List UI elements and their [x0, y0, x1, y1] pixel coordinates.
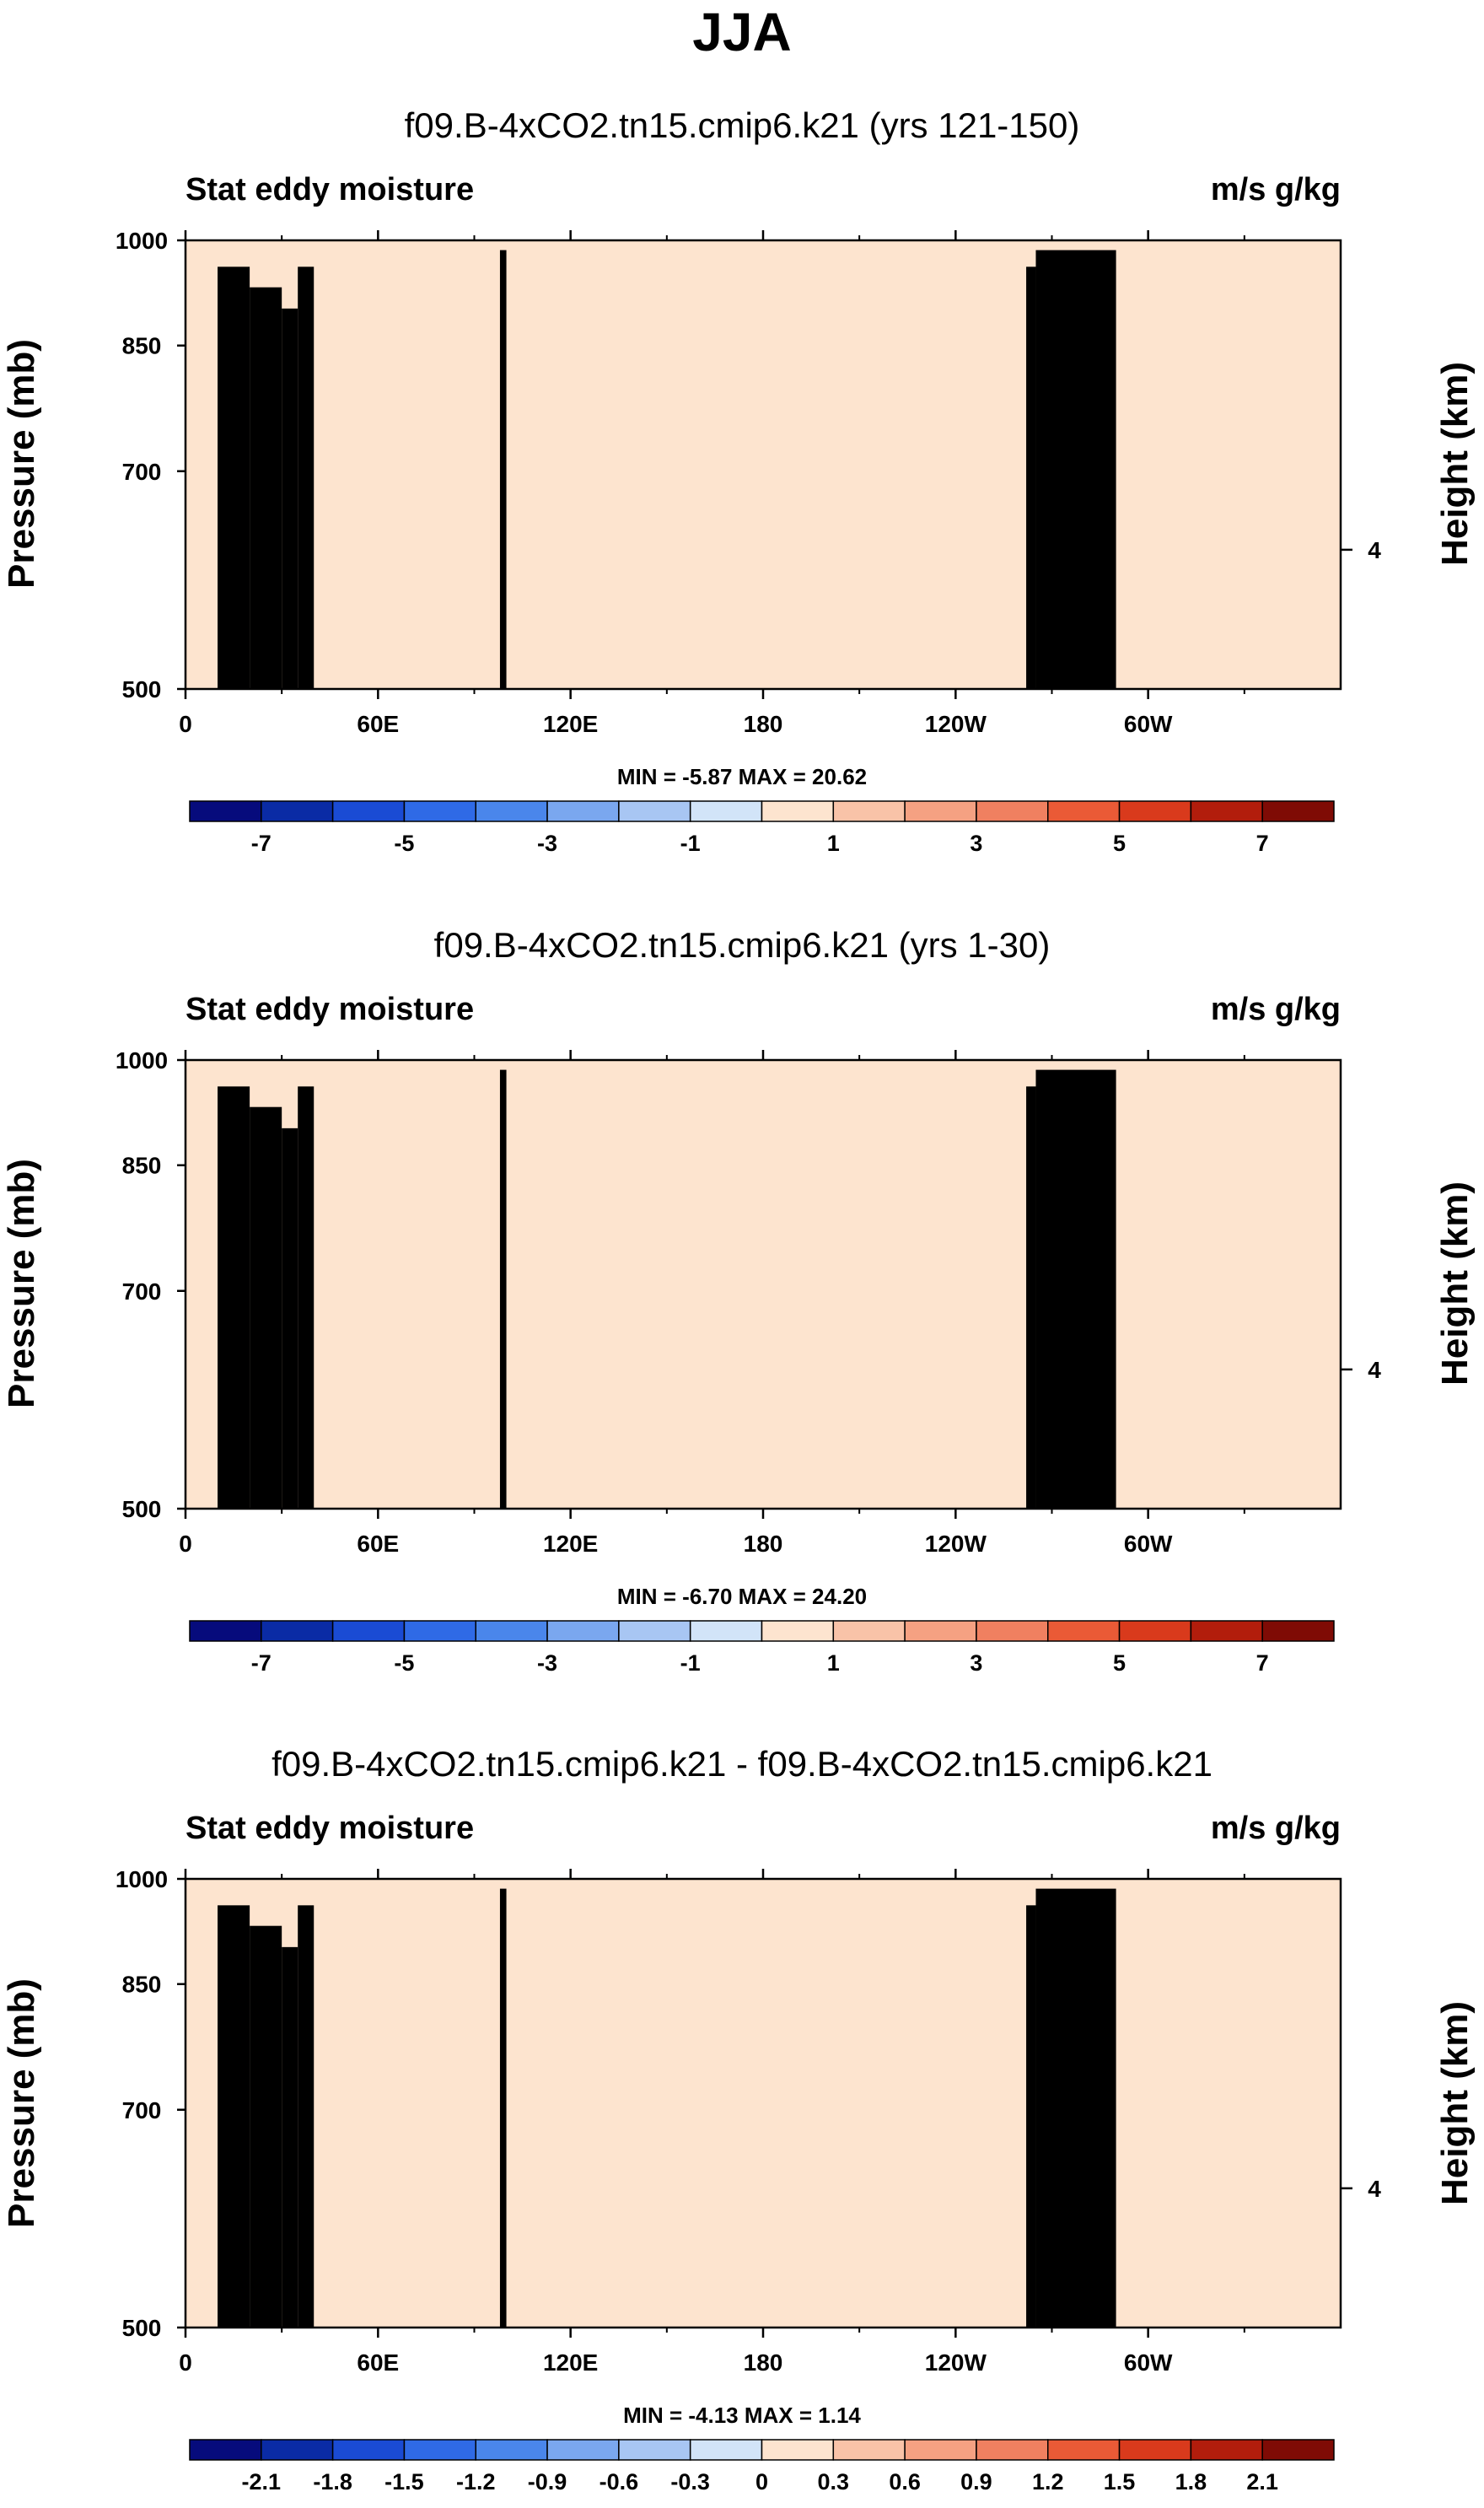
figure-title: JJA	[692, 2, 791, 62]
plot-background	[186, 240, 1341, 689]
panel-1: f09.B-4xCO2.tn15.cmip6.k21 (yrs 121-150)…	[1, 105, 1476, 856]
panel-title: f09.B-4xCO2.tn15.cmip6.k21 (yrs 121-150)	[405, 105, 1080, 145]
right-string: m/s g/kg	[1211, 172, 1341, 207]
left-string: Stat eddy moisture	[186, 172, 474, 207]
